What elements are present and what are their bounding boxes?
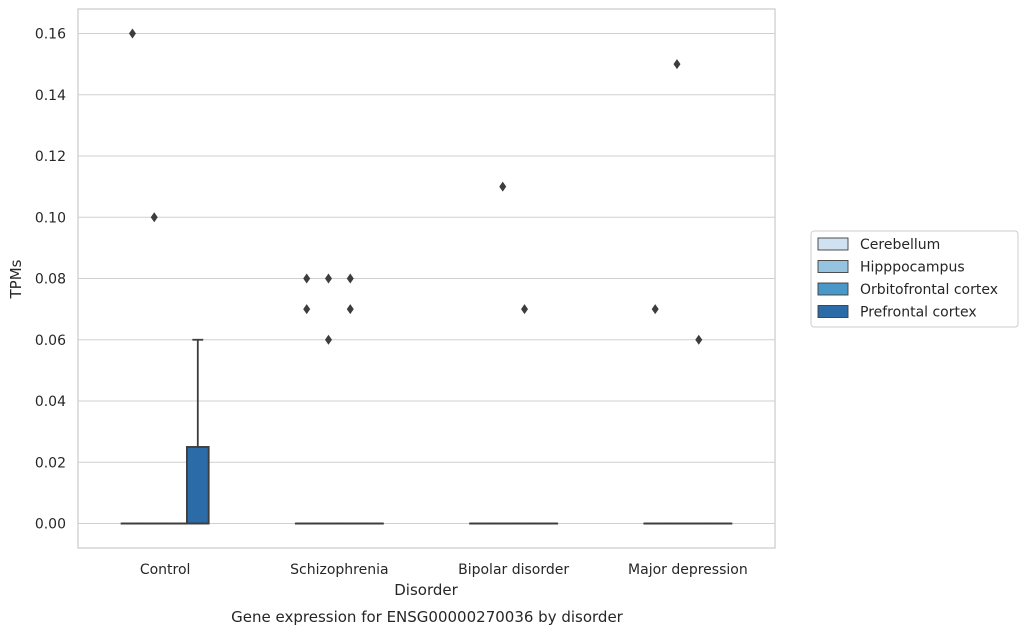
legend: Cerebellum Hipppocampus Orbitofrontal cort…: [810, 230, 1019, 328]
x-tick-label: Major depression: [628, 562, 748, 578]
outlier-point: [324, 273, 332, 284]
outlier-point: [695, 334, 703, 345]
box-hipppocampus: [316, 273, 341, 525]
box: [186, 446, 210, 525]
legend-swatch: [817, 282, 849, 296]
y-tick-label: 0.00: [35, 517, 66, 533]
outlier-point: [673, 59, 681, 70]
box-orbitofrontal-cortex: [338, 273, 363, 525]
plot-frame: [77, 8, 776, 549]
outlier-point: [651, 304, 659, 315]
y-tick-label: 0.14: [35, 88, 66, 104]
box-hipppocampus: [490, 181, 515, 525]
box-cerebellum: [120, 28, 145, 525]
boxes: [120, 28, 733, 525]
legend-label: Prefrontal cortex: [860, 305, 977, 321]
y-tick-label: 0.06: [35, 333, 66, 349]
outlier-point: [303, 273, 311, 284]
legend-frame: [810, 230, 1019, 328]
outlier-point: [128, 28, 136, 39]
box-orbitofrontal-cortex: [686, 334, 711, 525]
x-tick-label: Schizophrenia: [290, 562, 388, 578]
box-hipppocampus: [665, 59, 689, 525]
outlier-point: [499, 181, 507, 192]
y-tick-label: 0.10: [35, 210, 66, 226]
box-cerebellum: [294, 273, 319, 525]
x-tick-label: Bipolar disorder: [458, 562, 569, 578]
legend-label: Orbitofrontal cortex: [860, 282, 998, 298]
y-tick-label: 0.12: [35, 149, 66, 165]
legend-swatch: [817, 237, 849, 251]
y-tick-label: 0.02: [35, 455, 66, 471]
legend-swatch: [817, 305, 849, 318]
outlier-point: [150, 212, 158, 223]
outlier-point: [303, 304, 311, 315]
y-tick-labels: 0.00 0.02 0.04 0.06 0.08 0.10 0.12 0.14 0.16: [35, 27, 66, 533]
x-tick-labels: Control Schizophrenia Bipolar disorder Majo…: [140, 562, 748, 578]
legend-label: Cerebellum: [860, 237, 940, 253]
x-axis-label: Disorder: [394, 581, 458, 599]
y-tick-label: 0.16: [35, 27, 66, 43]
outlier-point: [346, 273, 354, 284]
chart-caption: Gene expression for ENSG00000270036 by d…: [231, 608, 624, 626]
outlier-point: [521, 304, 529, 315]
box-prefrontal-cortex: [186, 338, 210, 525]
outlier-point: [324, 334, 332, 345]
y-tick-label: 0.04: [35, 394, 66, 410]
outlier-point: [346, 304, 354, 315]
y-tick-label: 0.08: [35, 272, 66, 288]
legend-label: Hipppocampus: [860, 260, 965, 276]
box-hipppocampus: [142, 212, 167, 525]
x-tick-label: Control: [140, 562, 191, 578]
legend-swatch: [817, 260, 849, 273]
y-axis-label: TPMs: [7, 259, 25, 299]
